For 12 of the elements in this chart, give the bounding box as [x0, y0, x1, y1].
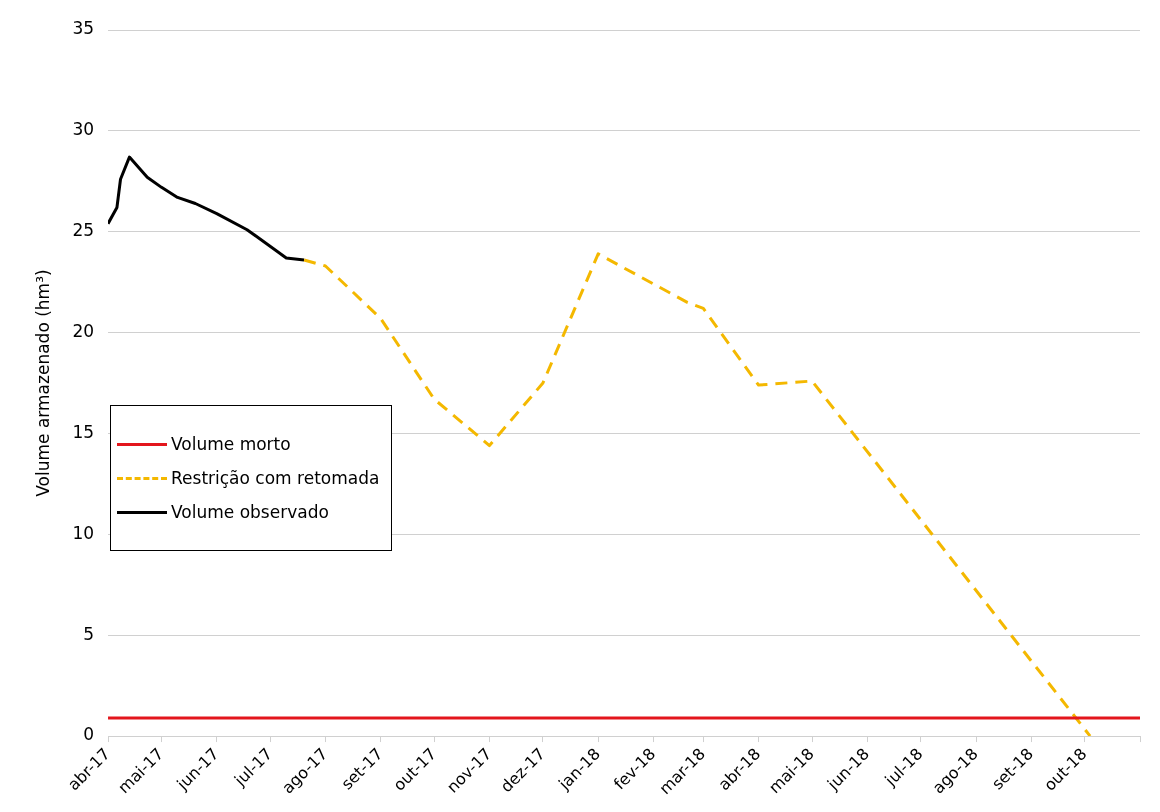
- y-tick-label: 15: [72, 421, 95, 442]
- y-tick-label: 20: [72, 321, 95, 342]
- y-tick-label: 0: [83, 724, 95, 745]
- y-tick-label: 5: [83, 623, 95, 644]
- legend-label: Volume morto: [171, 434, 291, 455]
- y-tick-label: 25: [72, 220, 95, 241]
- legend-label: Restrição com retomada: [171, 468, 380, 489]
- y-tick-label: 35: [72, 18, 95, 39]
- legend-label: Volume observado: [171, 502, 329, 523]
- y-tick-label: 30: [72, 119, 95, 140]
- y-tick-label: 10: [72, 522, 95, 543]
- y-axis-title: Volume armazenado (hm³): [32, 269, 53, 497]
